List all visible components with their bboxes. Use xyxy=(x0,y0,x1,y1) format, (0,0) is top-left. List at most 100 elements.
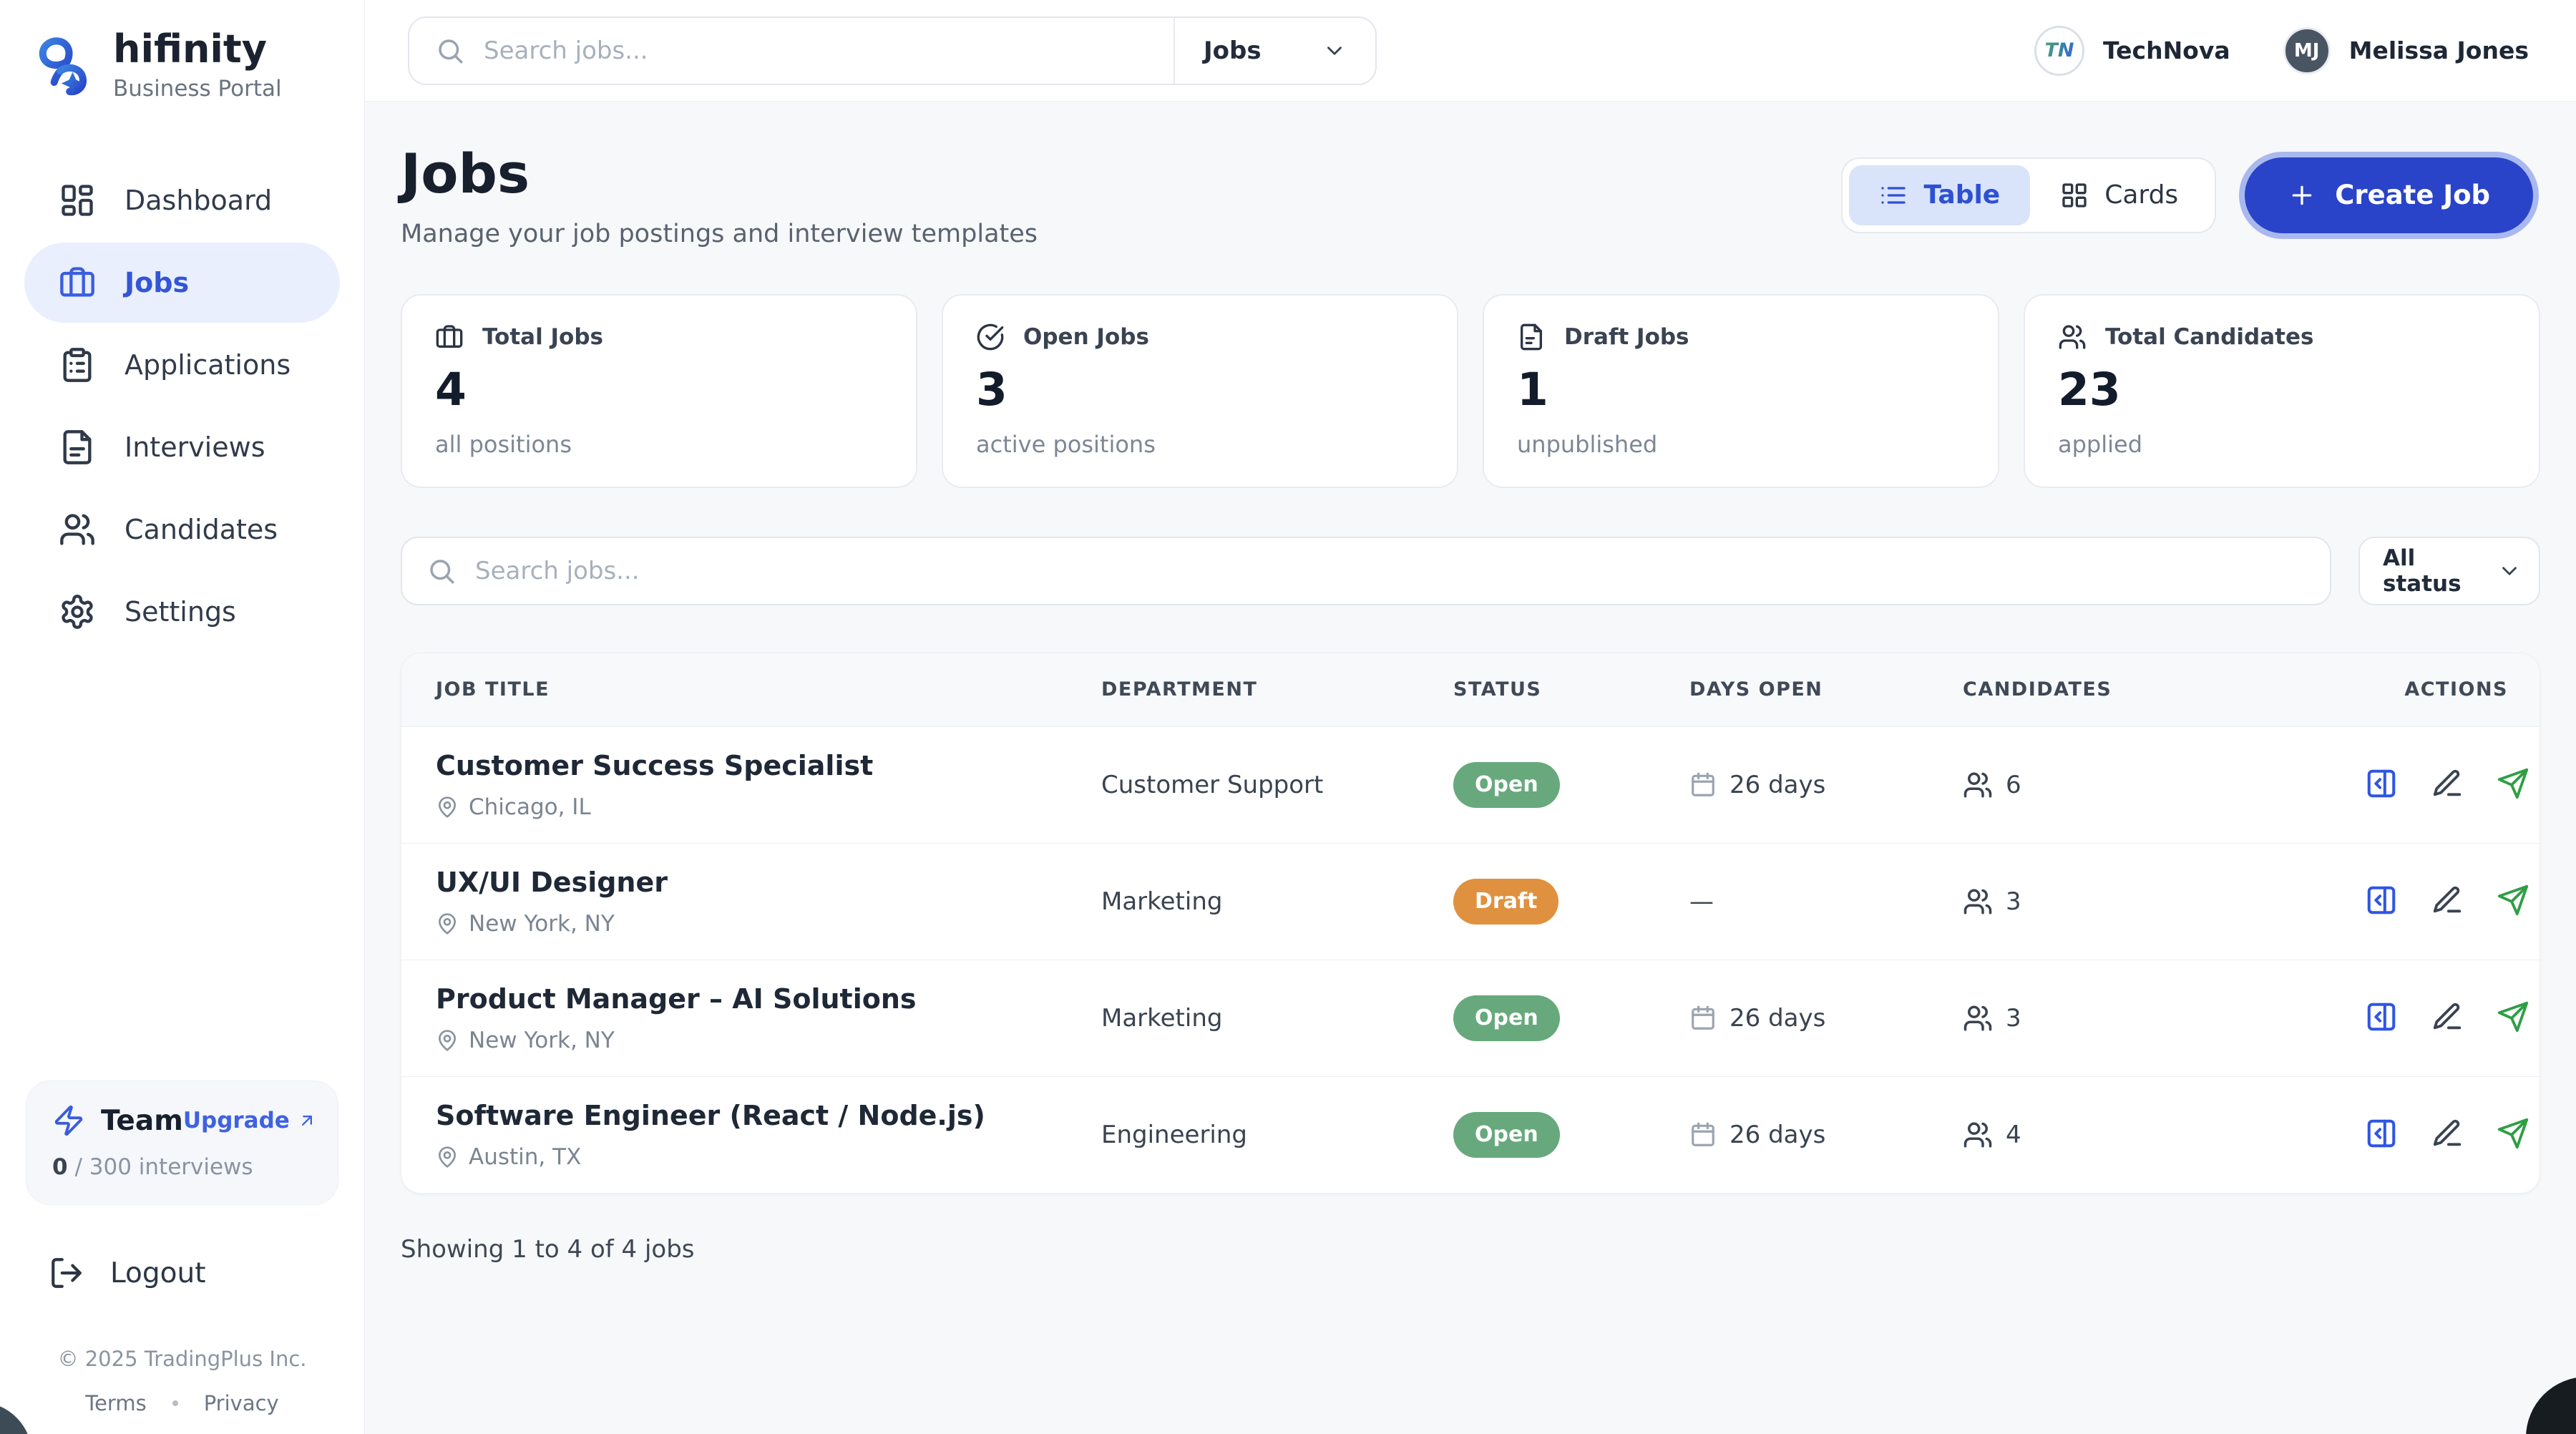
jobs-search-input[interactable] xyxy=(475,557,2306,585)
open-details-button[interactable] xyxy=(2365,767,2398,800)
status-filter-select[interactable]: All status xyxy=(2358,537,2540,605)
nav-item-icon xyxy=(59,346,96,384)
view-toggle: Table Cards xyxy=(1841,157,2217,233)
calendar-icon xyxy=(1689,1005,1717,1032)
sidebar-item-jobs[interactable]: Jobs xyxy=(24,243,340,323)
content: Jobs TN TechNova MJ Melissa Jones Jobs xyxy=(365,0,2576,1434)
view-toggle-cards[interactable]: Cards xyxy=(2030,165,2208,225)
job-location: New York, NY xyxy=(469,910,615,937)
brand-tagline: Business Portal xyxy=(113,76,282,102)
plan-name: Team xyxy=(101,1104,183,1137)
zap-icon xyxy=(52,1104,85,1137)
calendar-icon xyxy=(1689,771,1717,799)
open-details-button[interactable] xyxy=(2365,1000,2398,1033)
candidates-cell: 3 xyxy=(1963,887,2365,917)
map-pin-icon xyxy=(436,1146,459,1169)
table-row-ux-ui-designer[interactable]: UX/UI Designer New York, NY Marketing Dr… xyxy=(401,842,2540,960)
status-filter-value: All status xyxy=(2383,545,2462,597)
status-badge: Open xyxy=(1453,761,1560,808)
candidates-cell: 6 xyxy=(1963,770,2365,800)
users-icon xyxy=(1963,1003,1993,1033)
nav-item-icon xyxy=(59,429,96,466)
stat-label: Total Jobs xyxy=(482,324,603,350)
candidates-cell: 4 xyxy=(1963,1120,2365,1150)
table-row-customer-success-specialist[interactable]: Customer Success Specialist Chicago, IL … xyxy=(401,726,2540,843)
nav-item-label: Dashboard xyxy=(125,185,273,216)
topbar: Jobs TN TechNova MJ Melissa Jones xyxy=(365,0,2576,102)
publish-job-button[interactable] xyxy=(2497,884,2529,917)
status-badge: Open xyxy=(1453,995,1560,1041)
stat-sublabel: unpublished xyxy=(1517,431,1658,458)
map-pin-icon xyxy=(436,912,459,935)
plan-usage: 0 / 300 interviews xyxy=(52,1154,253,1180)
edit-job-button[interactable] xyxy=(2431,884,2464,917)
nav-item-label: Settings xyxy=(125,596,236,628)
days-open-cell: 26 days xyxy=(1689,1121,1963,1149)
stat-value: 1 xyxy=(1517,364,1548,416)
chevron-down-icon xyxy=(1322,39,1347,63)
org-switcher[interactable]: TN TechNova xyxy=(2034,25,2230,76)
privacy-link[interactable]: Privacy xyxy=(203,1391,279,1415)
upgrade-link[interactable]: Upgrade xyxy=(183,1108,317,1133)
separator-dot xyxy=(172,1400,178,1406)
list-icon xyxy=(1879,181,1908,210)
sidebar-item-interviews[interactable]: Interviews xyxy=(24,407,340,487)
user-name: Melissa Jones xyxy=(2348,36,2529,64)
grid-icon xyxy=(2060,181,2089,210)
job-department: Engineering xyxy=(1101,1076,1453,1193)
nav-item-icon xyxy=(59,593,96,630)
open-details-button[interactable] xyxy=(2365,1117,2398,1150)
job-location: Austin, TX xyxy=(469,1143,582,1170)
table-header-row: Job Title Department Status Days Open Ca… xyxy=(401,653,2540,727)
open-details-button[interactable] xyxy=(2365,884,2398,917)
job-title: UX/UI Designer xyxy=(436,866,668,898)
edit-job-button[interactable] xyxy=(2431,1000,2464,1033)
stat-sublabel: active positions xyxy=(976,431,1156,458)
nav-item-label: Applications xyxy=(125,349,291,381)
create-job-button[interactable]: Create Job xyxy=(2245,157,2533,233)
stat-value: 23 xyxy=(2058,364,2121,416)
nav-item-icon xyxy=(59,182,96,219)
status-badge: Draft xyxy=(1453,878,1559,925)
brand-text: hifinity Business Portal xyxy=(113,30,282,102)
publish-job-button[interactable] xyxy=(2497,767,2529,800)
job-title: Software Engineer (React / Node.js) xyxy=(436,1099,985,1131)
edit-job-button[interactable] xyxy=(2431,767,2464,800)
stat-value: 4 xyxy=(435,364,467,416)
terms-link[interactable]: Terms xyxy=(85,1391,147,1415)
days-open-cell: 26 days xyxy=(1689,771,1963,799)
sidebar-item-applications[interactable]: Applications xyxy=(24,325,340,405)
column-status: Status xyxy=(1453,653,1689,727)
search-scope-select[interactable]: Jobs xyxy=(1174,17,1375,84)
view-toggle-table[interactable]: Table xyxy=(1849,165,2031,225)
global-search-input[interactable] xyxy=(484,36,1148,65)
column-department: Department xyxy=(1101,653,1453,727)
job-department: Marketing xyxy=(1101,959,1453,1076)
edit-job-button[interactable] xyxy=(2431,1117,2464,1150)
nav-item-label: Jobs xyxy=(125,267,190,298)
main: Jobs Manage your job postings and interv… xyxy=(365,102,2576,1434)
column-actions: Actions xyxy=(2365,653,2540,727)
copyright: © 2025 TradingPlus Inc. xyxy=(57,1347,307,1371)
stat-card-total-candidates: Total Candidates 23 applied xyxy=(2024,294,2540,488)
table-row-product-manager-ai-solutions[interactable]: Product Manager – AI Solutions New York,… xyxy=(401,959,2540,1076)
publish-job-button[interactable] xyxy=(2497,1000,2529,1033)
job-location: New York, NY xyxy=(469,1027,615,1053)
days-open-cell: — xyxy=(1689,887,1714,916)
sidebar-item-settings[interactable]: Settings xyxy=(24,572,340,652)
users-icon xyxy=(1963,1120,1993,1150)
publish-job-button[interactable] xyxy=(2497,1117,2529,1150)
filter-row: All status xyxy=(401,537,2540,605)
nav-item-icon xyxy=(59,511,96,548)
column-days-open: Days Open xyxy=(1689,653,1963,727)
logout-button[interactable]: Logout xyxy=(49,1255,338,1291)
table-row-software-engineer-react-node-js[interactable]: Software Engineer (React / Node.js) Aust… xyxy=(401,1076,2540,1193)
user-menu[interactable]: MJ Melissa Jones xyxy=(2283,26,2529,74)
job-title: Product Manager – AI Solutions xyxy=(436,982,917,1015)
nav-item-label: Interviews xyxy=(125,431,265,463)
sidebar-item-dashboard[interactable]: Dashboard xyxy=(24,160,340,240)
sidebar-item-candidates[interactable]: Candidates xyxy=(24,489,340,570)
page-heading: Jobs Manage your job postings and interv… xyxy=(401,142,1038,248)
nav-item-label: Candidates xyxy=(125,514,278,545)
